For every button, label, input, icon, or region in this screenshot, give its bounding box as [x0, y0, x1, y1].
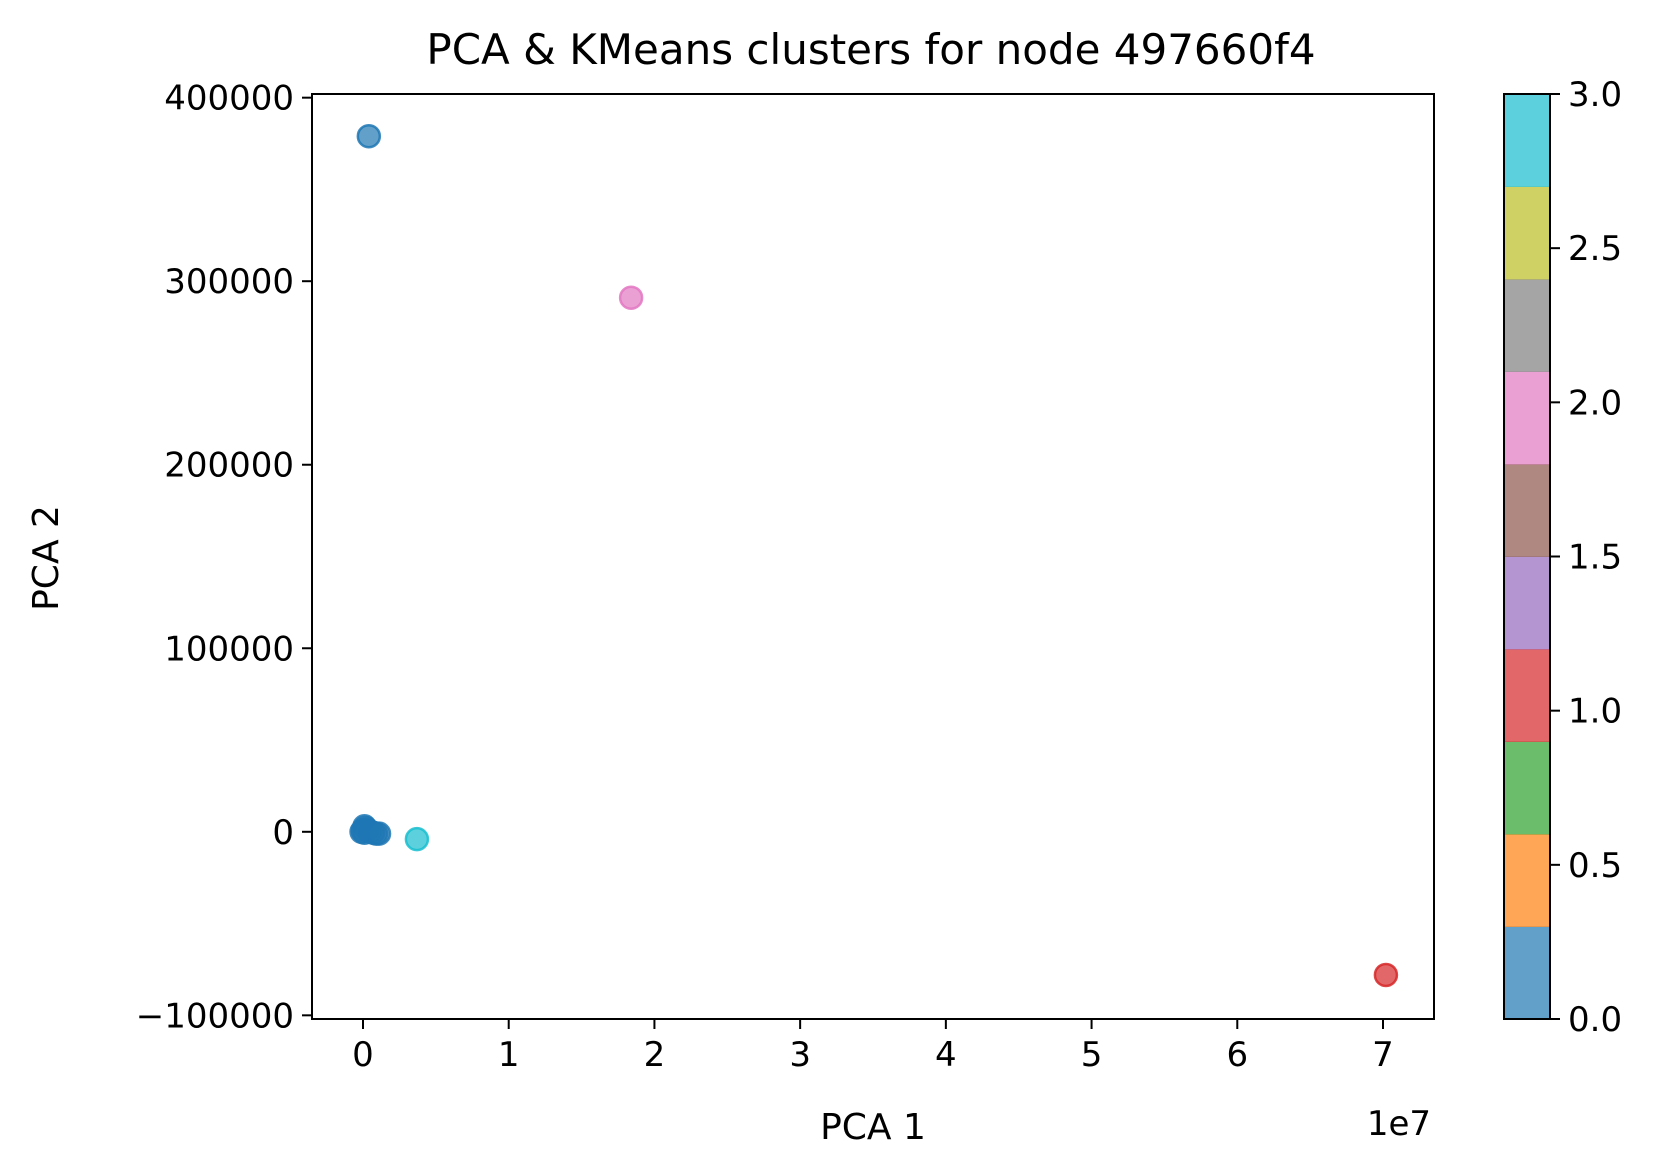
y-tick-label: 400000 — [164, 79, 294, 119]
colorbar-segment — [1504, 371, 1550, 465]
colorbar-tick-label: 2.5 — [1568, 229, 1622, 269]
colorbar-segment — [1504, 464, 1550, 557]
colorbar-segment — [1504, 279, 1550, 372]
colorbar-segment — [1504, 741, 1550, 835]
colorbar-tick-label: 1.5 — [1568, 538, 1622, 578]
x-tick-label: 2 — [644, 1035, 666, 1075]
colorbar-tick-label: 0.5 — [1568, 846, 1622, 886]
y-axis-ticks: −100000 0 100000 200000 300000 400000 — [136, 79, 312, 1036]
y-tick-label: −100000 — [136, 996, 294, 1036]
colorbar-segment — [1504, 834, 1550, 927]
x-tick-label: 0 — [352, 1035, 374, 1075]
colorbar-segment — [1504, 186, 1550, 280]
x-tick-label: 3 — [789, 1035, 811, 1075]
x-tick-label: 6 — [1226, 1035, 1248, 1075]
points-layer — [349, 123, 1399, 988]
x-tick-label: 5 — [1081, 1035, 1103, 1075]
colorbar-tick-label: 0.0 — [1568, 1000, 1622, 1040]
colorbar-ticks: 0.0 0.5 1.0 1.5 2.0 2.5 3.0 — [1550, 75, 1622, 1040]
scatter-point — [356, 123, 382, 149]
scatter-point — [404, 826, 430, 852]
x-axis-ticks: 0 1 2 3 4 5 6 7 — [352, 1019, 1394, 1075]
colorbar-segment — [1504, 649, 1550, 742]
colorbar-segments — [1504, 94, 1550, 1020]
colorbar-segment — [1504, 556, 1550, 650]
colorbar-segment — [1504, 926, 1550, 1020]
scatter-point — [366, 821, 392, 846]
x-axis-offset-text: 1e7 — [1367, 1104, 1431, 1144]
x-tick-label: 7 — [1372, 1035, 1394, 1075]
colorbar-segment — [1504, 94, 1550, 187]
x-tick-label: 1 — [498, 1035, 520, 1075]
y-tick-label: 100000 — [164, 629, 294, 669]
y-tick-label: 0 — [272, 813, 294, 853]
plot-background — [312, 94, 1434, 1019]
y-axis-label: PCA 2 — [26, 505, 67, 611]
x-axis-label: PCA 1 — [820, 1107, 926, 1148]
plot-frame — [311, 93, 1435, 1020]
colorbar-tick-label: 3.0 — [1568, 75, 1622, 115]
y-tick-label: 300000 — [164, 262, 294, 302]
chart-title: PCA & KMeans clusters for node 497660f4 — [426, 25, 1315, 74]
colorbar-tick-label: 1.0 — [1568, 692, 1622, 732]
colorbar: 0.0 0.5 1.0 1.5 2.0 2.5 3.0 — [1503, 75, 1622, 1040]
colorbar-tick-label: 2.0 — [1568, 383, 1622, 423]
scatter-point — [618, 285, 644, 310]
x-tick-label: 4 — [935, 1035, 957, 1075]
scatter-point — [1373, 962, 1399, 988]
plot-area — [311, 93, 1435, 1020]
y-tick-label: 200000 — [164, 446, 294, 486]
